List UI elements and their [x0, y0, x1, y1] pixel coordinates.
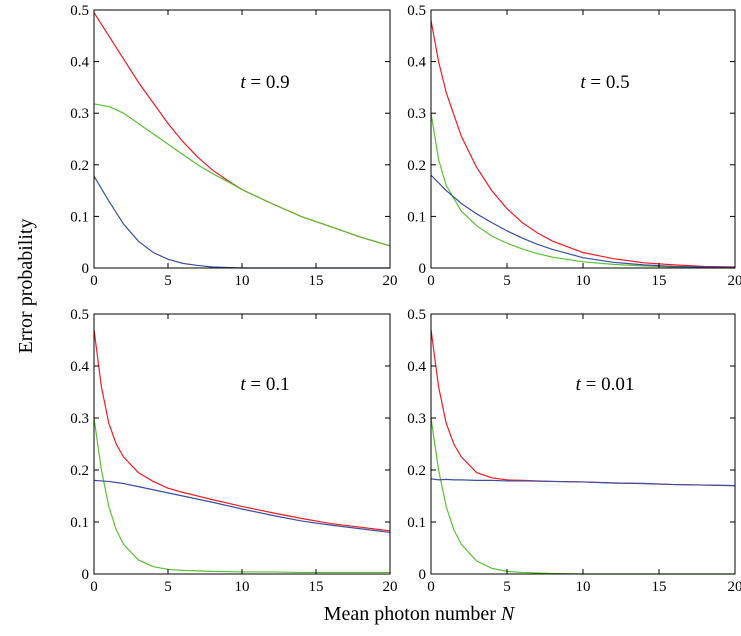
y-tick-label: 0.4: [70, 359, 89, 375]
x-tick-label: 0: [90, 579, 98, 595]
x-tick-label: 15: [652, 273, 667, 289]
y-tick-label: 0: [419, 261, 427, 277]
panel-annotation: t = 0.01: [576, 374, 635, 395]
y-tick-label: 0.1: [407, 515, 426, 531]
x-tick-label: 15: [652, 579, 667, 595]
x-tick-label: 15: [309, 579, 324, 595]
plot-frame: [430, 313, 736, 575]
x-tick-label: 0: [427, 273, 435, 289]
panel-annotation: t = 0.5: [580, 72, 629, 93]
x-tick-label: 10: [235, 273, 250, 289]
panel-annotation: t = 0.9: [240, 72, 289, 93]
series-line-blue: [430, 174, 736, 269]
x-tick-label: 20: [383, 579, 398, 595]
x-axis-title: Mean photon number N: [324, 603, 516, 625]
y-tick-label: 0.5: [407, 3, 426, 19]
x-tick-label: 5: [503, 579, 511, 595]
y-tick-label: 0.3: [407, 411, 426, 427]
plot-frame: [93, 313, 391, 575]
y-tick-label: 0.4: [70, 55, 89, 71]
series-line-green: [93, 103, 391, 247]
x-tick-label: 5: [164, 273, 172, 289]
series-line-red: [430, 20, 736, 268]
y-axis-title: Error probability: [15, 219, 37, 354]
x-tick-label: 0: [427, 579, 435, 595]
y-tick-label: 0.3: [70, 106, 89, 122]
y-tick-label: 0.2: [407, 158, 426, 174]
y-tick-label: 0.3: [407, 106, 426, 122]
x-tick-label: 20: [728, 579, 741, 595]
chart-panel-1: 0 5 10 15 20 0 0.1 0.2 0.3 0.4 0.5 t = 0.9: [70, 3, 397, 289]
series-line-red: [93, 12, 391, 247]
series-line-green: [93, 417, 390, 574]
y-tick-label: 0.2: [407, 463, 426, 479]
chart-panel-4: 0 5 10 15 20 0 0.1 0.2 0.3 0.4 0.5 t = 0.01: [407, 307, 741, 595]
y-tick-label: 0.5: [70, 307, 89, 323]
series-line-green: [430, 417, 735, 575]
panel-annotation: t = 0.1: [240, 374, 289, 395]
y-tick-label: 0.5: [407, 307, 426, 323]
y-tick-label: 0.2: [70, 463, 89, 479]
y-tick-label: 0.3: [70, 411, 89, 427]
series-line-green: [430, 113, 736, 269]
series-line-red: [93, 329, 391, 532]
y-tick-label: 0.2: [70, 158, 89, 174]
series-line-red: [430, 329, 736, 487]
y-tick-label: 0.1: [70, 515, 89, 531]
x-tick-label: 0: [90, 273, 98, 289]
y-tick-label: 0.1: [70, 209, 89, 225]
x-tick-label: 10: [576, 579, 591, 595]
series-line-blue: [93, 479, 391, 533]
series-line-blue: [430, 478, 736, 487]
y-tick-label: 0.4: [407, 55, 426, 71]
x-tick-label: 20: [728, 273, 741, 289]
y-tick-label: 0.4: [407, 359, 426, 375]
y-tick-label: 0.1: [407, 209, 426, 225]
y-tick-label: 0: [419, 567, 427, 583]
plot-frame: [430, 9, 736, 269]
y-tick-label: 0: [82, 567, 90, 583]
y-tick-label: 0: [82, 261, 90, 277]
x-tick-label: 10: [576, 273, 591, 289]
chart-panel-2: 0 5 10 15 20 0 0.1 0.2 0.3 0.4 0.5 t = 0.5: [407, 3, 741, 289]
x-tick-label: 15: [309, 273, 324, 289]
plot-frame: [93, 9, 391, 269]
x-tick-label: 5: [503, 273, 511, 289]
y-tick-label: 0.5: [70, 3, 89, 19]
x-tick-label: 5: [164, 579, 172, 595]
x-tick-label: 20: [383, 273, 398, 289]
chart-panel-3: 0 5 10 15 20 0 0.1 0.2 0.3 0.4 0.5 t = 0.1: [70, 307, 397, 595]
x-tick-label: 10: [235, 579, 250, 595]
